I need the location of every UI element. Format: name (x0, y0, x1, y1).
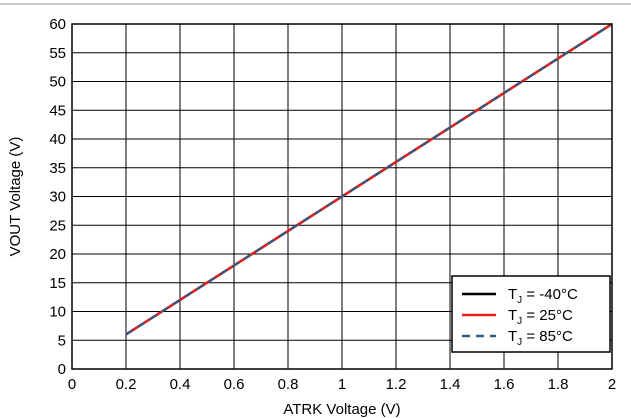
x-tick-label: 1.4 (440, 376, 461, 393)
x-tick-label: 1.6 (494, 376, 515, 393)
y-tick-label: 45 (49, 102, 66, 119)
x-axis-title: ATRK Voltage (V) (283, 401, 400, 418)
y-tick-label: 15 (49, 275, 66, 292)
y-tick-label: 0 (58, 361, 66, 378)
y-tick-label: 5 (58, 332, 66, 349)
x-tick-label: 0 (68, 376, 76, 393)
x-tick-label: 2 (608, 376, 616, 393)
x-tick-label: 0.6 (224, 376, 245, 393)
series-line-2 (125, 23, 613, 336)
x-tick-label: 1 (338, 376, 346, 393)
y-tick-label: 30 (49, 189, 66, 206)
y-tick-label: 20 (49, 246, 66, 263)
x-tick-label: 1.8 (548, 376, 569, 393)
y-tick-labels: 0 5 10 15 20 25 30 35 40 45 50 55 60 (49, 16, 66, 378)
y-tick-label: 40 (49, 131, 66, 148)
x-tick-label: 0.8 (278, 376, 299, 393)
y-tick-label: 55 (49, 45, 66, 62)
y-tick-label: 25 (49, 217, 66, 234)
x-tick-labels: 0 0.2 0.4 0.6 0.8 1 1.2 1.4 1.6 1.8 2 (68, 376, 616, 393)
y-tick-label: 35 (49, 160, 66, 177)
y-axis-title: VOUT Voltage (V) (7, 137, 24, 257)
series-group (125, 22, 613, 336)
legend: TJ = -40°CTJ = 25°CTJ = 85°C (451, 275, 611, 353)
plot-frame (71, 23, 613, 370)
x-tick-label: 1.2 (386, 376, 407, 393)
x-tick-label: 0.4 (170, 376, 191, 393)
y-tick-label: 60 (49, 16, 66, 33)
legend-entry-label: TJ = 85°C (508, 328, 573, 348)
y-tick-label: 50 (49, 74, 66, 91)
legend-entry-label: TJ = 25°C (508, 307, 573, 327)
x-tick-label: 0.2 (116, 376, 137, 393)
y-tick-label: 10 (49, 304, 66, 321)
legend-entry-label: TJ = -40°C (508, 286, 578, 306)
